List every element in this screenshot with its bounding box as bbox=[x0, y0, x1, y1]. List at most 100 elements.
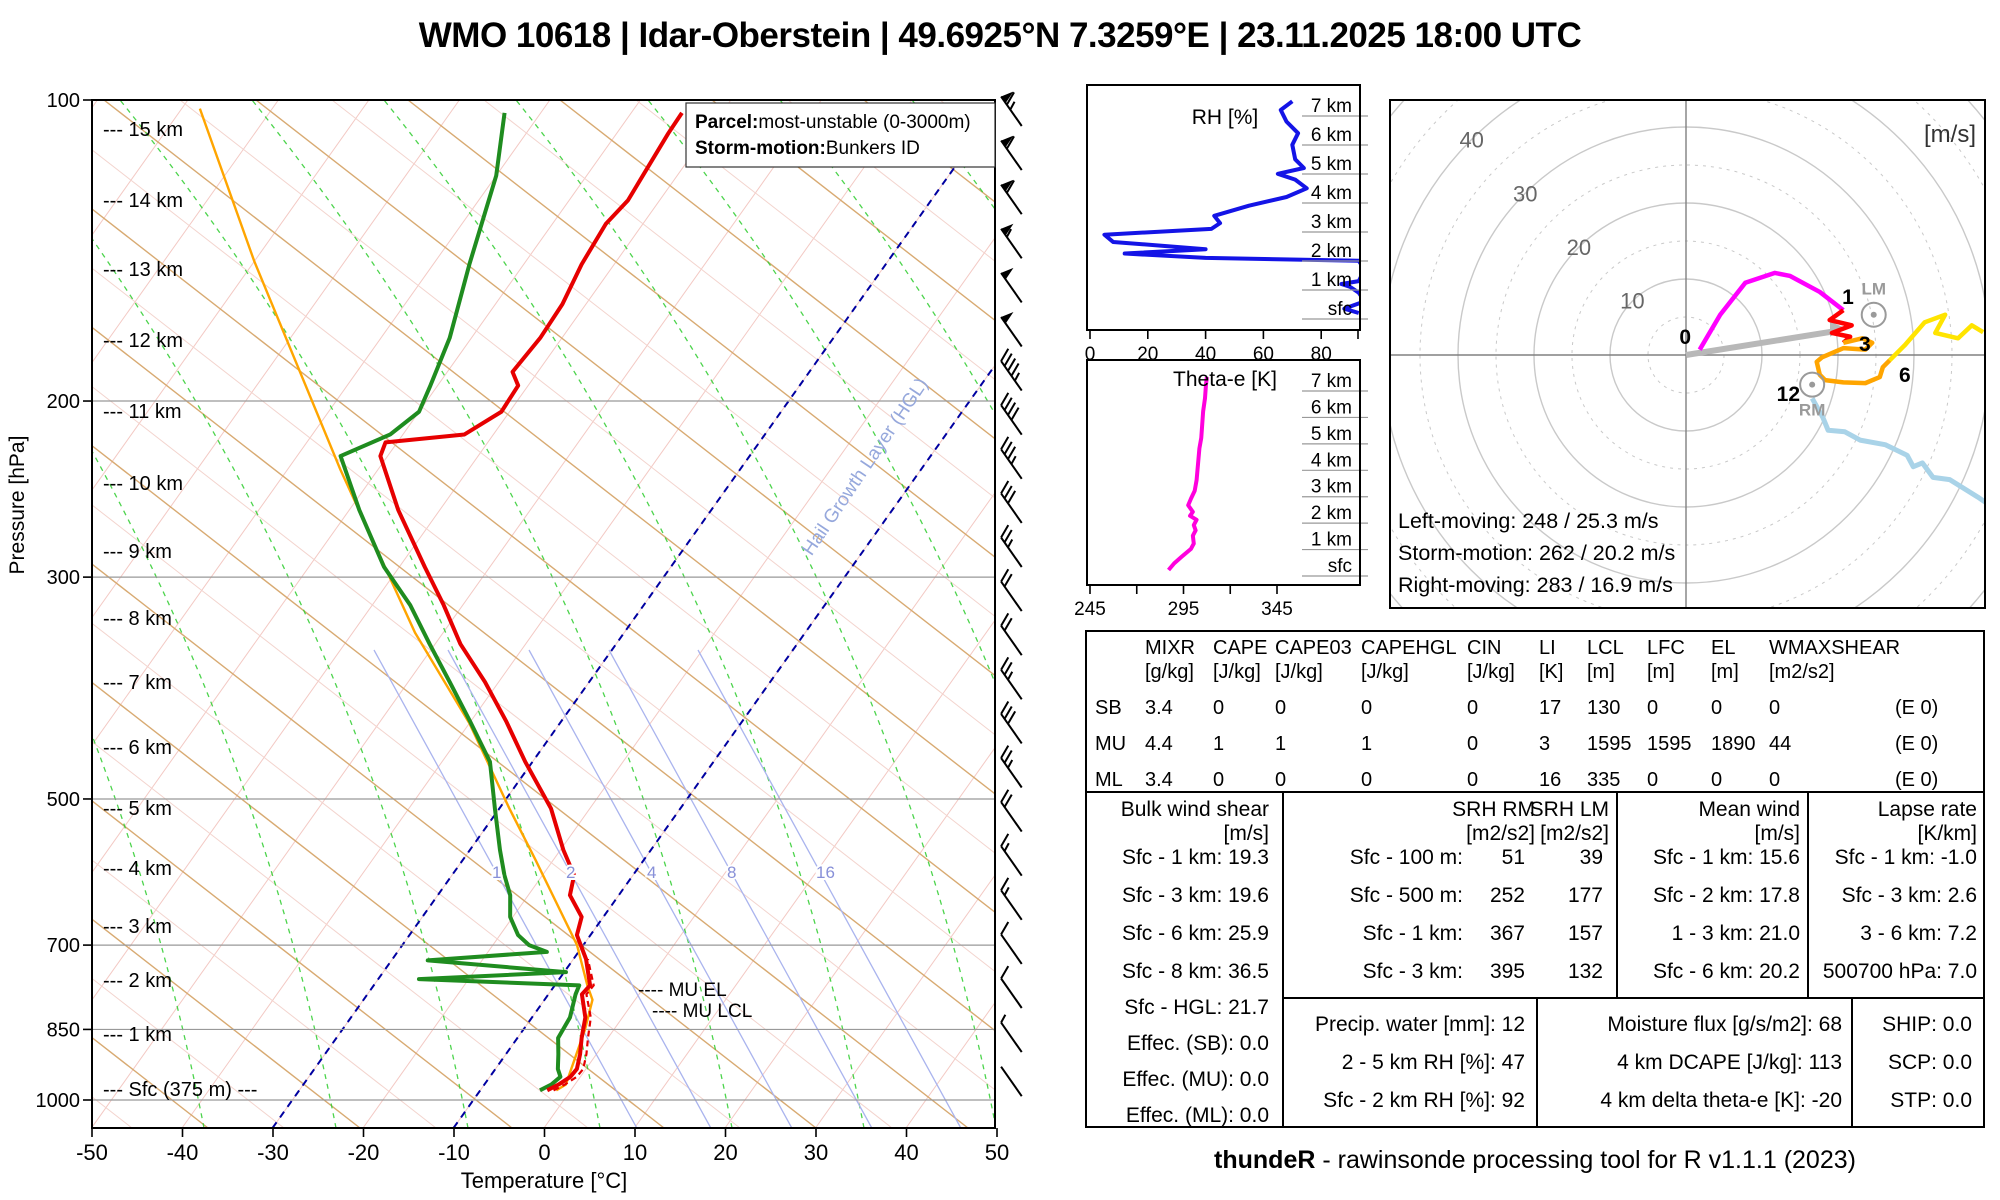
mean-wind-row: Sfc - 1 km: 15.6 bbox=[1652, 846, 1800, 869]
km-height-label: --- 1 km bbox=[103, 1024, 172, 1046]
pressure-tick-label: 100 bbox=[47, 90, 80, 112]
height-label: 6 km bbox=[1311, 125, 1352, 146]
line bbox=[1000, 877, 1010, 891]
temperature-tick-label: -40 bbox=[167, 1140, 199, 1165]
param-unit: [J/kg] bbox=[1213, 661, 1261, 683]
line bbox=[1000, 833, 1010, 847]
line bbox=[1000, 1066, 1023, 1097]
shear-row: Effec. (SB): 0.0 bbox=[1126, 1032, 1269, 1055]
wind-barb bbox=[1000, 179, 1023, 215]
line bbox=[1000, 436, 1010, 450]
shear-row: Sfc - 1 km: 19.3 bbox=[1121, 846, 1269, 869]
param-unit: [m] bbox=[1587, 661, 1615, 683]
line bbox=[1005, 135, 1015, 150]
moist-adiabat bbox=[92, 237, 469, 1128]
temperature-tick-label: -50 bbox=[76, 1140, 108, 1165]
srh-rm-value: 395 bbox=[1489, 960, 1525, 983]
dewpoint-curve bbox=[338, 112, 582, 1093]
param-value: 17 bbox=[1539, 697, 1562, 719]
param-value: 0 bbox=[1769, 769, 1781, 791]
parcel-row-label: ML bbox=[1095, 769, 1123, 791]
parcel-value: most-unstable (0-3000m) bbox=[758, 112, 970, 133]
polygon bbox=[1001, 312, 1014, 324]
line bbox=[1003, 573, 1013, 588]
skewt-background bbox=[0, 100, 995, 1128]
dry-adiabat bbox=[331, 100, 995, 617]
line bbox=[1000, 757, 1023, 789]
rh-panel-title: RH [%] bbox=[1192, 106, 1259, 129]
table-divider bbox=[1851, 998, 1853, 1128]
rh-curve bbox=[1102, 99, 1360, 315]
isotherm bbox=[181, 100, 913, 1128]
dry-adiabat bbox=[179, 100, 995, 736]
lapse-rate-block: Lapse rate [K/km] Sfc - 1 km: -1.0 Sfc - 3 … bbox=[1808, 792, 1985, 998]
param-value: 3.4 bbox=[1145, 697, 1173, 719]
hodo-height-mark: 1 bbox=[1842, 286, 1854, 309]
hodograph-unit-label: [m/s] bbox=[1924, 121, 1976, 148]
thetae-panel-title: Theta-e [K] bbox=[1173, 368, 1277, 391]
line bbox=[1000, 612, 1010, 627]
mixing-ratio-line bbox=[373, 649, 638, 1128]
height-label: 3 km bbox=[1311, 477, 1352, 498]
index-row: SCP: 0.0 bbox=[1887, 1051, 1972, 1074]
line bbox=[1000, 272, 1023, 303]
line bbox=[1009, 101, 1016, 111]
shear-unit: [m/s] bbox=[1223, 822, 1270, 845]
param-value: 0 bbox=[1467, 733, 1479, 755]
srh-unit: [m2/s2] bbox=[1540, 822, 1609, 845]
param-value: 0 bbox=[1467, 769, 1479, 791]
dry-adiabat bbox=[407, 100, 995, 559]
temperature-tick-label: 10 bbox=[623, 1140, 647, 1165]
mu-lcl-label: ---- MU LCL bbox=[652, 1001, 752, 1022]
polygon bbox=[1001, 91, 1014, 104]
param-value: 0 bbox=[1647, 697, 1659, 719]
temperature-tick-label: 40 bbox=[894, 1140, 918, 1165]
param-header: LFC bbox=[1647, 637, 1685, 659]
table-divider bbox=[1536, 998, 1538, 1128]
param-value: 3.4 bbox=[1145, 769, 1173, 791]
pressure-axis-label: Pressure [hPa] bbox=[6, 436, 29, 575]
rh-panel-frame bbox=[1086, 84, 1361, 331]
moisture-row: 4 km delta theta-e [K]: -20 bbox=[1600, 1089, 1842, 1112]
param-unit: [m] bbox=[1647, 661, 1675, 683]
moist-adiabat bbox=[515, 100, 995, 1127]
param-value: 1890 bbox=[1711, 733, 1756, 755]
storm-motion-arrow bbox=[1685, 327, 1839, 358]
param-value: 0 bbox=[1275, 769, 1287, 791]
wind-barb bbox=[1000, 312, 1023, 348]
mixing-ratio-label: 1 bbox=[492, 863, 501, 882]
shear-row: Sfc - 6 km: 25.9 bbox=[1121, 922, 1269, 945]
mean-wind-title: Mean wind bbox=[1698, 798, 1800, 821]
dry-adiabat bbox=[92, 918, 361, 1128]
line bbox=[1007, 402, 1017, 416]
wind-barb bbox=[1000, 833, 1023, 877]
dry-adiabat bbox=[635, 100, 995, 381]
line bbox=[1000, 360, 1023, 392]
line bbox=[1007, 358, 1017, 372]
km-height-label: --- 7 km bbox=[103, 672, 172, 694]
line bbox=[1003, 485, 1013, 499]
hodo-height-mark: 6 bbox=[1899, 364, 1911, 387]
moist-adiabat bbox=[0, 100, 72, 1128]
srh-row-label: Sfc - 3 km: bbox=[1362, 960, 1463, 983]
srh-rm-value: 51 bbox=[1501, 846, 1525, 869]
skewt-frame bbox=[91, 99, 996, 1129]
storm-motion-text: Storm-motion: 262 / 20.2 m/s bbox=[1398, 541, 1675, 565]
wind-barb bbox=[1000, 267, 1023, 303]
srh-lm-value: 39 bbox=[1579, 846, 1603, 869]
parcel-row-label: SB bbox=[1095, 697, 1122, 719]
line bbox=[1000, 921, 1010, 935]
param-header: LI bbox=[1539, 637, 1556, 659]
isotherm bbox=[634, 619, 995, 1128]
isotherm bbox=[724, 746, 995, 1128]
wind-barb bbox=[1000, 1014, 1023, 1053]
line bbox=[1000, 228, 1023, 259]
param-value: 1595 bbox=[1647, 733, 1692, 755]
footer-brand: thundeR bbox=[1214, 1146, 1316, 1174]
hgl-boundary-line bbox=[271, 108, 995, 1128]
wind-barb-column bbox=[1000, 91, 1023, 1097]
shear-title: Bulk wind shear bbox=[1120, 798, 1269, 821]
km-height-label: --- 10 km bbox=[103, 473, 183, 495]
line bbox=[1000, 669, 1023, 700]
moisture-flux-block: Moisture flux [g/s/m2]: 68 4 km DCAPE [J/… bbox=[1537, 998, 1852, 1128]
